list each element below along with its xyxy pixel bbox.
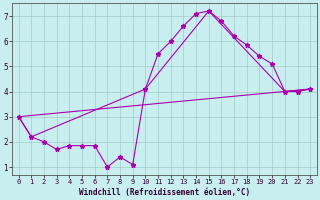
X-axis label: Windchill (Refroidissement éolien,°C): Windchill (Refroidissement éolien,°C): [79, 188, 250, 197]
